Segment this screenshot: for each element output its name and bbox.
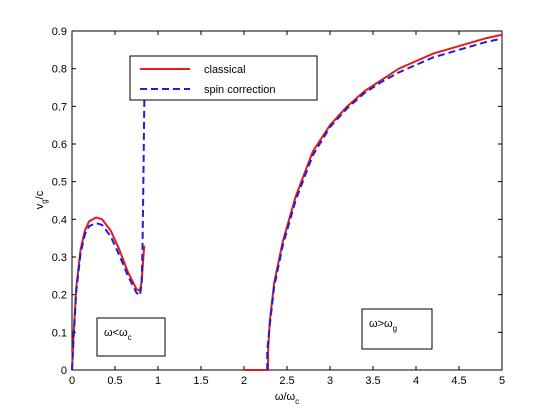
y-tick-label: 0.9	[52, 26, 67, 38]
x-tick-label: 0	[69, 375, 75, 387]
x-tick-label: 1	[155, 375, 161, 387]
x-axis-label: ω/ωc	[275, 391, 299, 406]
y-tick-label: 0.3	[52, 252, 67, 264]
annotation-text-low: ω<ωc	[104, 327, 132, 342]
x-tick-label: 0.5	[107, 375, 122, 387]
y-axis-ticks: 0 0.1 0.2 0.3 0.4 0.5 0.6 0.7 0.8 0.9	[52, 26, 502, 377]
x-tick-label: 1.5	[193, 375, 208, 387]
series-layer	[71, 33, 503, 371]
y-tick-label: 0.8	[52, 64, 67, 76]
y-tick-label: 0	[61, 365, 67, 377]
y-tick-label: 0.7	[52, 101, 67, 113]
y-tick-label: 0.6	[52, 139, 67, 151]
x-tick-label: 2.5	[279, 375, 294, 387]
series-line-spin-correction-segment-1	[71, 87, 146, 371]
legend-label-spin-correction: spin correction	[204, 84, 276, 96]
annotation-high-frequency: ω>ωg	[361, 308, 433, 350]
y-tick-label: 0.5	[52, 177, 67, 189]
legend: classical spin correction	[129, 55, 318, 101]
x-tick-label: 4	[413, 375, 419, 387]
y-tick-label: 0.1	[52, 327, 67, 339]
x-tick-label: 3.5	[365, 375, 380, 387]
x-tick-label: 3	[327, 375, 333, 387]
x-tick-label: 4.5	[451, 375, 466, 387]
series-line-spin-correction-segment-2	[266, 37, 503, 370]
y-tick-label: 0.4	[52, 214, 67, 226]
legend-label-classical: classical	[204, 64, 246, 76]
x-tick-label: 5	[499, 375, 505, 387]
annotation-box-low	[96, 317, 166, 357]
annotation-text-high: ω>ωg	[369, 318, 397, 333]
x-axis-ticks: 0 0.5 1 1.5 2 2.5 3 3.5 4 4.5 5	[69, 31, 505, 387]
annotation-low-frequency: ω<ωc	[96, 317, 166, 357]
legend-box	[129, 55, 318, 101]
y-tick-label: 0.2	[52, 290, 67, 302]
annotation-box-high	[361, 308, 433, 350]
y-axis-label: vg/c	[34, 190, 49, 209]
x-tick-label: 2	[241, 375, 247, 387]
